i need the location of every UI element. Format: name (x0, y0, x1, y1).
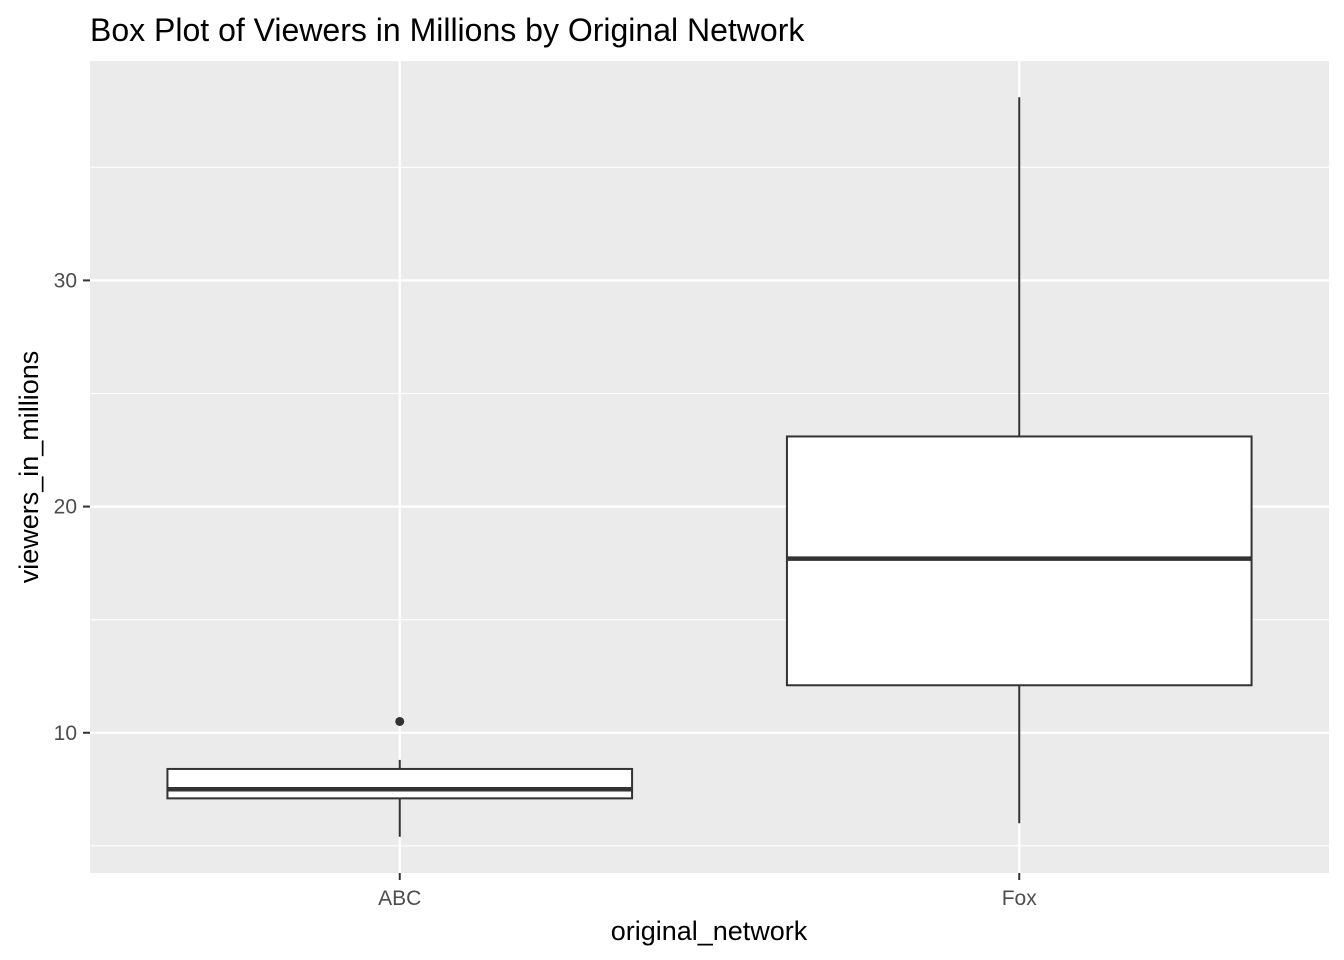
chart-title: Box Plot of Viewers in Millions by Origi… (90, 12, 805, 48)
axis-ticks: 10 20 30 ABC Fox (54, 269, 1038, 910)
outlier-point (395, 716, 405, 726)
box-abc (166, 767, 634, 800)
y-tick-label: 30 (54, 269, 77, 292)
x-tick-label: ABC (378, 887, 421, 910)
boxes (166, 97, 1253, 837)
y-tick-label: 20 (54, 496, 77, 519)
y-tick-label: 10 (54, 722, 77, 745)
y-axis-title: viewers_in_millions (14, 351, 44, 584)
box-fox (785, 435, 1253, 687)
x-axis-title: original_network (611, 916, 808, 946)
x-tick-label: Fox (1002, 887, 1038, 910)
